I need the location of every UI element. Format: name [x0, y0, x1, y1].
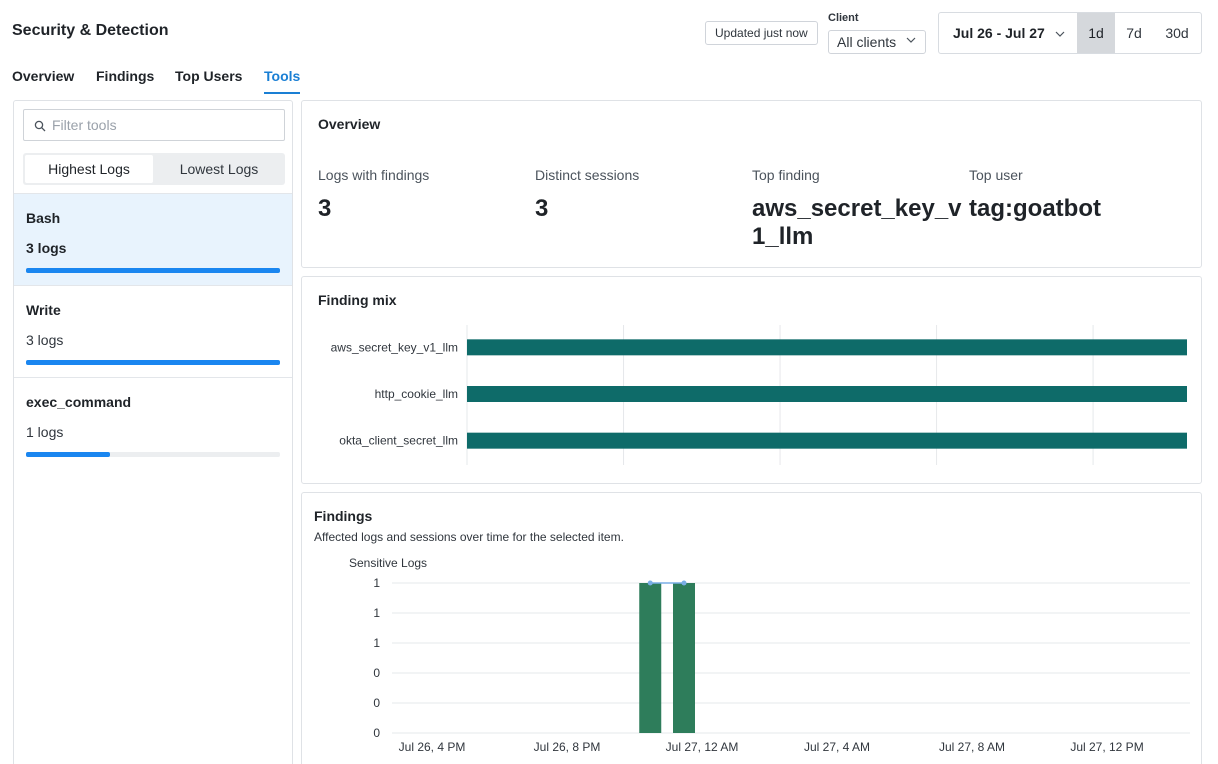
finding-bar [467, 386, 1187, 402]
x-tick-label: Jul 27, 12 AM [666, 740, 739, 754]
tab-tools[interactable]: Tools [264, 68, 301, 94]
search-icon [34, 120, 46, 132]
findings-subtitle: Affected logs and sessions over time for… [314, 530, 624, 544]
findings-point [681, 580, 687, 586]
filter-tools-input[interactable] [52, 110, 278, 140]
stat-value: aws_secret_key_v1_llm [752, 195, 962, 250]
overview-title: Overview [318, 116, 381, 132]
y-tick-label: 1 [373, 606, 380, 620]
tool-log-count: 3 logs [26, 332, 64, 348]
findings-bar [673, 583, 695, 733]
category-label: http_cookie_llm [375, 387, 458, 401]
sort-highest-logs-button[interactable]: Highest Logs [25, 155, 153, 183]
client-select[interactable]: All clients [828, 30, 926, 54]
stat-label: Top user [969, 167, 1023, 183]
stat-value: tag:goatbot [969, 195, 1101, 222]
y-tick-label: 1 [373, 636, 380, 650]
tab-top-users[interactable]: Top Users [175, 68, 243, 84]
tools-sidebar: Highest Logs Lowest Logs Bash 3 logs Wri… [13, 100, 293, 764]
tool-log-bar [26, 360, 280, 365]
findings-point [647, 580, 653, 586]
y-tick-label: 0 [373, 666, 380, 680]
chevron-down-icon [1055, 31, 1065, 37]
findings-title: Findings [314, 508, 373, 524]
tab-overview[interactable]: Overview [12, 68, 75, 84]
x-tick-label: Jul 27, 8 AM [939, 740, 1005, 754]
date-range-label: Jul 26 - Jul 27 [953, 25, 1045, 41]
sort-lowest-logs-button[interactable]: Lowest Logs [179, 161, 259, 177]
stat-label: Distinct sessions [535, 167, 640, 183]
tool-log-bar [26, 452, 280, 457]
y-tick-label: 0 [373, 696, 380, 710]
tool-log-bar-fill [26, 360, 280, 365]
filter-tools-field [23, 109, 285, 141]
finding-mix-title: Finding mix [318, 292, 397, 308]
category-label: aws_secret_key_v1_llm [331, 340, 458, 354]
finding-bar [467, 339, 1187, 356]
stat-top-user: Top user tag:goatbot [969, 167, 1189, 223]
finding-bar [467, 432, 1187, 449]
date-range-picker[interactable]: Jul 26 - Jul 27 [939, 13, 1077, 53]
findings-card: Findings Affected logs and sessions over… [301, 492, 1202, 764]
y-axis-title: Sensitive Logs [349, 556, 427, 570]
tool-log-bar [26, 268, 280, 273]
x-tick-label: Jul 27, 4 AM [804, 740, 870, 754]
chevron-down-icon [906, 37, 916, 43]
range-30d-button[interactable]: 30d [1165, 25, 1189, 41]
stat-value: 3 [318, 195, 332, 222]
x-tick-label: Jul 27, 12 PM [1070, 740, 1143, 754]
y-tick-label: 1 [373, 576, 380, 590]
client-select-value: All clients [837, 34, 897, 50]
sort-toggle: Highest Logs Lowest Logs [23, 153, 285, 185]
stat-top-finding: Top finding aws_secret_key_v1_llm [752, 167, 962, 251]
category-label: okta_client_secret_llm [339, 434, 458, 448]
tool-name: Write [26, 302, 61, 318]
tool-log-bar-fill [26, 268, 280, 273]
stat-label: Top finding [752, 167, 820, 183]
x-tick-label: Jul 26, 4 PM [399, 740, 466, 754]
overview-card: Overview Logs with findings 3 Distinct s… [301, 100, 1202, 268]
tool-item-write[interactable]: Write 3 logs [14, 285, 292, 377]
range-7d-button[interactable]: 7d [1126, 25, 1142, 41]
date-range-group: Jul 26 - Jul 27 1d 7d 30d [938, 12, 1202, 54]
finding-mix-chart: aws_secret_key_v1_llm http_cookie_llmokta… [331, 325, 1187, 465]
tool-log-bar-fill [26, 452, 110, 457]
tool-name: exec_command [26, 394, 132, 410]
finding-mix-card: Finding mix aws_secret_key_v1_llm http_co… [301, 276, 1202, 484]
updated-badge: Updated just now [705, 21, 818, 45]
tab-findings[interactable]: Findings [96, 68, 155, 84]
stat-logs-with-findings: Logs with findings 3 [318, 167, 518, 223]
tool-name: Bash [26, 210, 61, 226]
tool-log-count: 1 logs [26, 424, 64, 440]
stat-value: 3 [535, 195, 549, 222]
range-1d-button[interactable]: 1d [1077, 13, 1115, 53]
page-title: Security & Detection [12, 22, 169, 39]
tool-item-exec-command[interactable]: exec_command 1 logs [14, 377, 292, 469]
tool-log-count: 3 logs [26, 240, 67, 256]
client-label: Client [828, 12, 859, 24]
stat-label: Logs with findings [318, 167, 430, 183]
x-tick-label: Jul 26, 8 PM [534, 740, 601, 754]
findings-bar [639, 583, 662, 733]
findings-chart: Sensitive Logs 0 0 0 1 1 1 Jul 26, 4 PM Jul 26, … [349, 556, 1190, 754]
y-tick-label: 0 [373, 726, 380, 740]
tool-item-bash[interactable]: Bash 3 logs [14, 193, 292, 285]
stat-distinct-sessions: Distinct sessions 3 [535, 167, 735, 223]
